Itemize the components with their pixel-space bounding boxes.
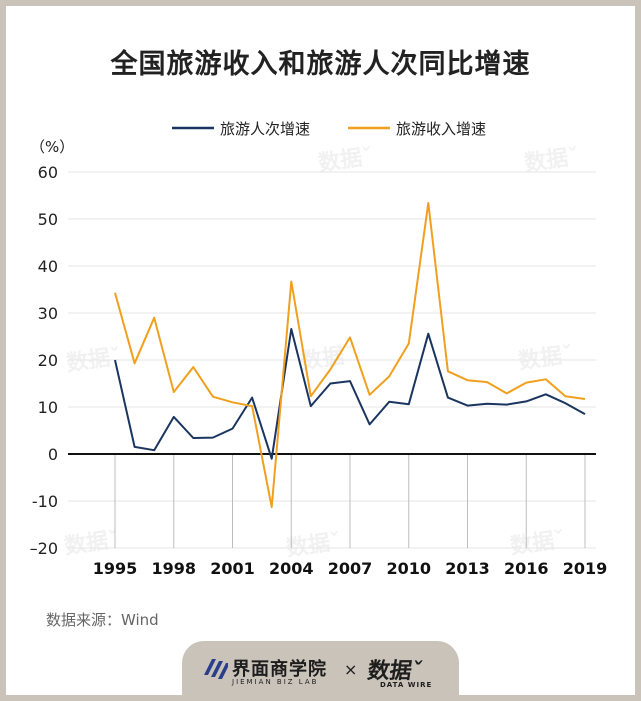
y-tick-label: –20: [30, 539, 58, 558]
y-tick-label: 40: [38, 257, 58, 276]
x-tick-label: 2010: [386, 559, 431, 578]
y-tick-label: 0: [48, 445, 58, 464]
legend: 旅游人次增速 旅游收入增速: [172, 120, 486, 138]
legend-label-revenue: 旅游收入增速: [396, 120, 486, 138]
x-tick-label: 1995: [93, 559, 138, 578]
x-tick-label: 2016: [504, 559, 549, 578]
series-line-revenue: [114, 202, 586, 509]
legend-label-visitors: 旅游人次增速: [220, 120, 310, 138]
brand-subtitle: JIEMIAN BIZ LAB: [232, 678, 319, 686]
x-tick-label: 2013: [445, 559, 490, 578]
x-tick-label: 2019: [563, 559, 608, 578]
y-tick-label: 50: [38, 210, 58, 229]
y-tick-labels: 60 50 40 30 20 10 0 -10 –20: [30, 163, 58, 558]
partner-subtitle: DATA WIRE: [380, 681, 433, 689]
y-axis-label: （%）: [30, 138, 74, 156]
series-layer: [114, 202, 586, 509]
y-tick-label: 10: [38, 398, 58, 417]
times-symbol: ×: [344, 660, 358, 679]
chart-title: 全国旅游收入和旅游人次同比增速: [110, 49, 531, 80]
y-tick-label: 20: [38, 351, 58, 370]
y-tick-label: 60: [38, 163, 58, 182]
data-source: 数据来源：Wind: [46, 611, 159, 629]
x-tick-label: 2007: [328, 559, 373, 578]
jiemian-logo-icon: [204, 659, 228, 679]
y-tick-label: 30: [38, 304, 58, 323]
x-tick-label: 2004: [269, 559, 314, 578]
series-line-visitors: [114, 328, 586, 460]
x-tick-label: 2001: [210, 559, 255, 578]
x-tick-labels: 1995 1998 2001 2004 2007 2010 2013 2016 2019: [93, 559, 608, 578]
grid-layer: [68, 171, 596, 549]
x-grid-layer: [114, 454, 586, 548]
footer-brand-bar: 界面商学院 JIEMIAN BIZ LAB × 数据ˇ DATA WIRE: [182, 641, 459, 701]
chart-card: [6, 6, 635, 695]
y-tick-label: -10: [32, 492, 58, 511]
x-tick-label: 1998: [151, 559, 196, 578]
brand-name: 界面商学院: [232, 659, 327, 680]
